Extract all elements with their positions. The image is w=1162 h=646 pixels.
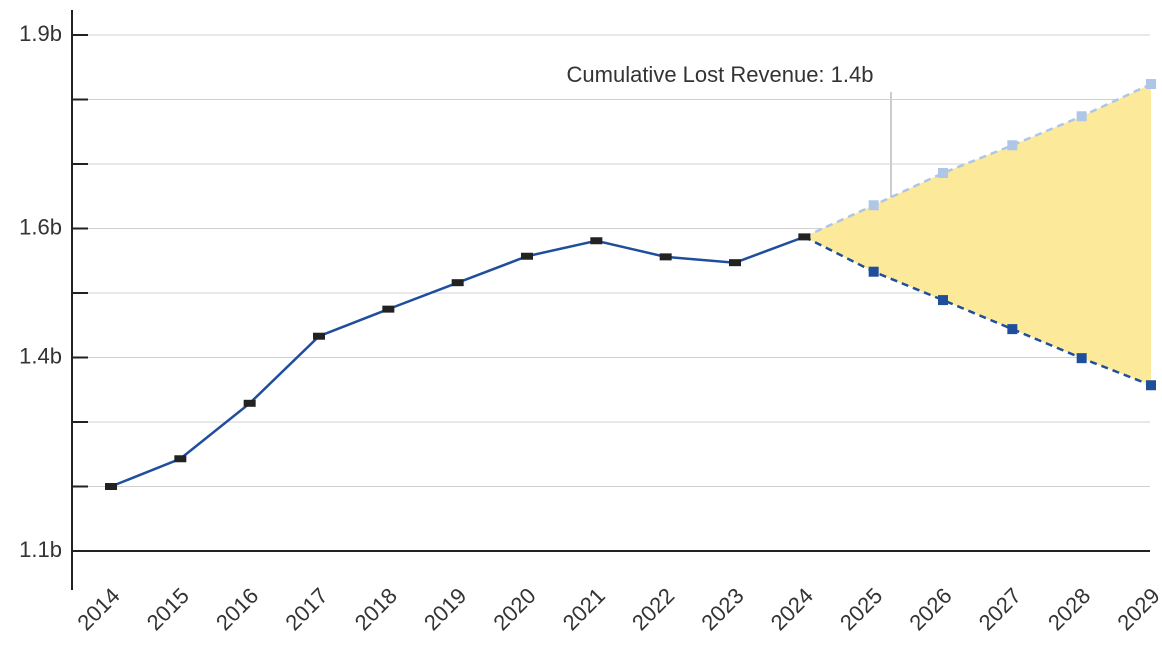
point-marker — [868, 200, 879, 211]
y-tick-label: 1.4b — [19, 343, 62, 368]
point-marker — [1076, 353, 1087, 364]
y-tick-label: 1.9b — [19, 21, 62, 46]
point-marker — [1007, 140, 1018, 151]
y-tick-label: 1.6b — [19, 214, 62, 239]
x-tick-label: 2016 — [211, 583, 263, 635]
series-line — [803, 82, 1152, 239]
y-tick-label: 1.1b — [19, 537, 62, 562]
point-marker — [938, 168, 948, 179]
point-marker — [659, 253, 672, 261]
point-marker — [105, 483, 117, 490]
x-tick-label: 2028 — [1043, 583, 1095, 635]
point-marker — [382, 305, 395, 313]
range-fill — [804, 84, 1151, 386]
point-marker — [798, 233, 811, 241]
x-tick-label: 2020 — [488, 583, 540, 635]
x-tick-label: 2014 — [72, 583, 124, 635]
point-marker — [729, 259, 741, 267]
point-marker — [313, 332, 325, 340]
point-marker — [521, 252, 533, 260]
point-marker — [243, 399, 256, 407]
x-tick-label: 2022 — [627, 583, 679, 635]
x-tick-label: 2029 — [1112, 583, 1162, 635]
point-marker — [938, 295, 948, 306]
point-marker — [451, 279, 464, 287]
series-line — [803, 235, 1152, 387]
x-tick-label: 2025 — [835, 583, 887, 635]
x-tick-label: 2026 — [904, 583, 956, 635]
point-marker — [1007, 324, 1018, 335]
x-tick-label: 2018 — [350, 583, 402, 635]
point-marker — [1146, 380, 1156, 391]
point-marker — [1076, 111, 1087, 122]
x-tick-label: 2023 — [696, 583, 748, 635]
x-tick-label: 2021 — [558, 583, 610, 635]
x-tick-label: 2017 — [280, 583, 332, 635]
x-tick-label: 2015 — [142, 583, 194, 635]
series-line — [110, 235, 805, 488]
x-tick-label: 2027 — [974, 583, 1026, 635]
annotation: Cumulative Lost Revenue: 1.4b — [567, 62, 874, 87]
point-marker — [868, 266, 879, 277]
point-marker — [1146, 79, 1156, 90]
x-tick-label: 2024 — [766, 583, 818, 635]
x-tick-label: 2019 — [419, 583, 471, 635]
point-marker — [174, 455, 187, 463]
point-marker — [590, 237, 603, 245]
